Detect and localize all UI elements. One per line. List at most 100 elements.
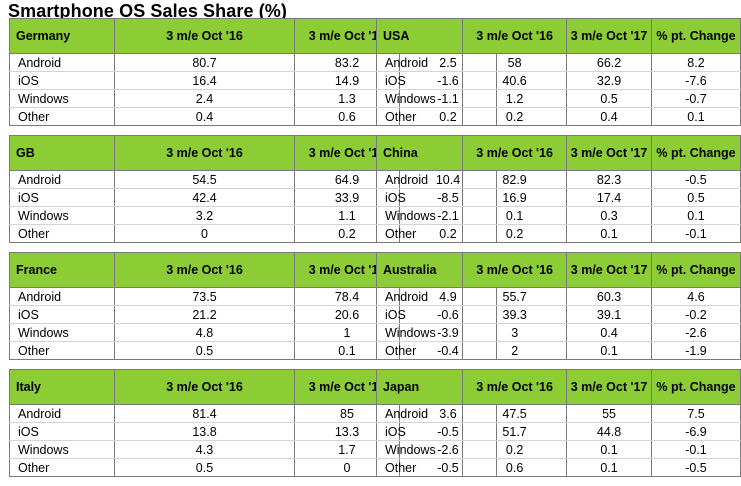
os-label: Other — [9, 458, 115, 477]
table-row: Windows 0.1 0.3 0.1 — [375, 206, 741, 225]
value-cell: 8.2 — [650, 53, 741, 72]
country-name: GB — [9, 135, 115, 171]
value-cell: 16.4 — [114, 71, 295, 90]
value-cell: -0.1 — [650, 224, 741, 243]
value-cell: 0.4 — [114, 107, 295, 126]
value-cell: 0.5 — [114, 341, 295, 360]
value-cell: 58 — [462, 53, 568, 72]
value-cell: 1.2 — [462, 89, 568, 108]
country-name: Japan — [375, 369, 464, 405]
value-cell: 0.1 — [566, 440, 652, 459]
value-cell: 78.4 — [294, 287, 400, 306]
value-cell: 73.5 — [114, 287, 295, 306]
value-cell: 0 — [114, 224, 295, 243]
value-cell: 42.4 — [114, 188, 295, 207]
column-header: % pt. Change — [650, 135, 741, 171]
os-label: Android — [9, 287, 115, 306]
column-header: % pt. Change — [650, 18, 741, 54]
table-row: Android 80.7 83.2 2.5 — [9, 53, 497, 72]
value-cell: 55.7 — [462, 287, 568, 306]
os-label: Other — [375, 458, 464, 477]
value-cell: 51.7 — [462, 422, 568, 441]
country-table: Australia 3 m/e Oct '16 3 m/e Oct '17% pt.… — [375, 252, 741, 360]
os-label: Android — [375, 170, 464, 189]
os-label: iOS — [9, 305, 115, 324]
value-cell: 16.9 — [462, 188, 568, 207]
value-cell: 0.1 — [650, 206, 741, 225]
country-table: USA 3 m/e Oct '16 3 m/e Oct '17% pt. Chang… — [375, 18, 741, 126]
value-cell: 3.2 — [114, 206, 295, 225]
os-label: Other — [375, 107, 464, 126]
table-row: Other 0.6 0.1 -0.5 — [375, 458, 741, 477]
table-row: iOS 40.6 32.9 -7.6 — [375, 71, 741, 90]
value-cell: 0.2 — [462, 107, 568, 126]
value-cell: 0.2 — [462, 224, 568, 243]
value-cell: 0.1 — [566, 458, 652, 477]
os-label: iOS — [9, 188, 115, 207]
value-cell: 54.5 — [114, 170, 295, 189]
country-name: Germany — [9, 18, 115, 54]
os-label: Windows — [375, 206, 464, 225]
table-row: Windows 3 0.4 -2.6 — [375, 323, 741, 342]
os-label: Windows — [9, 89, 115, 108]
country-name: USA — [375, 18, 464, 54]
column-header: 3 m/e Oct '17 — [566, 18, 652, 54]
column-header: 3 m/e Oct '16 — [114, 369, 295, 405]
table-row: Android 47.5 55 7.5 — [375, 404, 741, 423]
os-label: Windows — [9, 206, 115, 225]
value-cell: -0.2 — [650, 305, 741, 324]
os-label: Windows — [375, 440, 464, 459]
os-label: Windows — [9, 440, 115, 459]
os-label: Other — [375, 224, 464, 243]
value-cell: 7.5 — [650, 404, 741, 423]
value-cell: 82.3 — [566, 170, 652, 189]
column-header: 3 m/e Oct '16 — [462, 252, 568, 288]
table-row: Other 0.2 0.1 -0.1 — [375, 224, 741, 243]
country-table: China 3 m/e Oct '16 3 m/e Oct '17% pt. Cha… — [375, 135, 741, 243]
os-label: Android — [375, 53, 464, 72]
value-cell: 0.2 — [462, 440, 568, 459]
os-label: Other — [9, 107, 115, 126]
value-cell: 0.6 — [462, 458, 568, 477]
value-cell: -0.1 — [650, 440, 741, 459]
os-label: Android — [9, 404, 115, 423]
table-row: iOS 16.9 17.4 0.5 — [375, 188, 741, 207]
value-cell: 2 — [462, 341, 568, 360]
table-row: Windows 1.2 0.5 -0.7 — [375, 89, 741, 108]
value-cell: 82.9 — [462, 170, 568, 189]
value-cell: 47.5 — [462, 404, 568, 423]
value-cell: 81.4 — [114, 404, 295, 423]
country-name: France — [9, 252, 115, 288]
value-cell: 0.5 — [566, 89, 652, 108]
chart-title: Smartphone OS Sales Share (%) — [8, 1, 287, 21]
os-label: Windows — [375, 323, 464, 342]
os-label: Android — [9, 170, 115, 189]
column-header: 3 m/e Oct '16 — [462, 135, 568, 171]
table-row: iOS 39.3 39.1 -0.2 — [375, 305, 741, 324]
value-cell: 17.4 — [566, 188, 652, 207]
column-header: 3 m/e Oct '16 — [114, 252, 295, 288]
value-cell: 0.6 — [294, 107, 400, 126]
value-cell: 0.5 — [650, 188, 741, 207]
country-name: Italy — [9, 369, 115, 405]
column-header: 3 m/e Oct '16 — [462, 18, 568, 54]
os-label: iOS — [375, 422, 464, 441]
value-cell: 55 — [566, 404, 652, 423]
value-cell: 44.8 — [566, 422, 652, 441]
column-header: 3 m/e Oct '17 — [566, 369, 652, 405]
value-cell: 40.6 — [462, 71, 568, 90]
value-cell: 0.4 — [566, 323, 652, 342]
os-label: Android — [375, 287, 464, 306]
os-label: iOS — [375, 188, 464, 207]
country-name: Australia — [375, 252, 464, 288]
column-header: 3 m/e Oct '16 — [462, 369, 568, 405]
os-label: iOS — [9, 422, 115, 441]
value-cell: 4.8 — [114, 323, 295, 342]
os-label: iOS — [9, 71, 115, 90]
value-cell: -2.6 — [650, 323, 741, 342]
table-row: iOS 51.7 44.8 -6.9 — [375, 422, 741, 441]
value-cell: 32.9 — [566, 71, 652, 90]
value-cell: 0.3 — [566, 206, 652, 225]
column-header: % pt. Change — [650, 369, 741, 405]
table-row: Other 2 0.1 -1.9 — [375, 341, 741, 360]
